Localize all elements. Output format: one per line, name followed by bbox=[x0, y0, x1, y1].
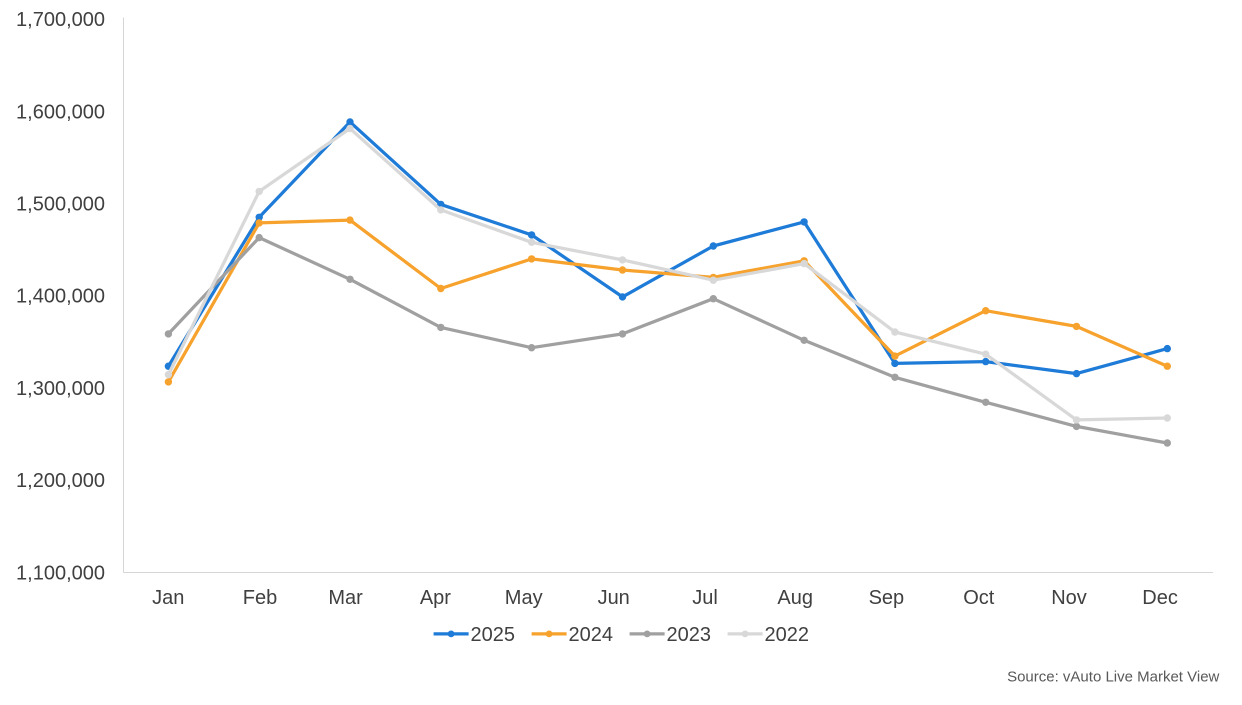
svg-text:1,400,000: 1,400,000 bbox=[16, 286, 105, 308]
svg-text:Dec: Dec bbox=[1142, 587, 1178, 609]
svg-text:1,300,000: 1,300,000 bbox=[16, 378, 105, 400]
svg-text:1,100,000: 1,100,000 bbox=[16, 562, 105, 584]
svg-text:1,700,000: 1,700,000 bbox=[16, 9, 105, 31]
svg-text:Sep: Sep bbox=[869, 587, 905, 609]
svg-text:Jul: Jul bbox=[692, 587, 718, 609]
svg-text:Apr: Apr bbox=[420, 587, 451, 609]
svg-text:Aug: Aug bbox=[777, 587, 813, 609]
svg-text:1,600,000: 1,600,000 bbox=[16, 101, 105, 123]
svg-text:2023: 2023 bbox=[667, 624, 712, 646]
svg-text:Jun: Jun bbox=[598, 587, 630, 609]
svg-text:1,200,000: 1,200,000 bbox=[16, 470, 105, 492]
svg-text:1,500,000: 1,500,000 bbox=[16, 194, 105, 216]
svg-text:Source: vAuto Live Market View: Source: vAuto Live Market View bbox=[1007, 669, 1219, 686]
svg-text:Nov: Nov bbox=[1051, 587, 1087, 609]
svg-text:Jan: Jan bbox=[152, 587, 184, 609]
svg-text:Mar: Mar bbox=[328, 587, 363, 609]
svg-text:2025: 2025 bbox=[471, 624, 516, 646]
svg-text:2024: 2024 bbox=[569, 624, 614, 646]
svg-text:2022: 2022 bbox=[765, 624, 810, 646]
svg-text:Oct: Oct bbox=[963, 587, 995, 609]
svg-text:May: May bbox=[505, 587, 543, 609]
svg-text:Feb: Feb bbox=[243, 587, 277, 609]
